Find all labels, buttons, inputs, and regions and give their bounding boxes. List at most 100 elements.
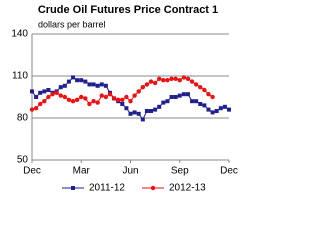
point [50,92,55,97]
point [107,92,113,97]
point [227,107,231,112]
point [71,75,76,80]
legend-label: 2011-12 [89,183,125,194]
point [198,85,203,90]
point [58,85,63,90]
point [177,93,182,98]
point [38,90,43,95]
point [91,99,96,104]
point [181,92,186,97]
x-tick-label: Dec [220,166,238,177]
point [79,94,84,100]
point [42,89,47,94]
point [144,109,149,113]
point [177,78,182,83]
point [115,97,121,103]
point [181,75,187,80]
point [169,76,174,82]
x-tick-label: Jun [122,166,138,177]
point [157,76,162,82]
point [42,99,47,104]
point [149,109,154,113]
y-axis-label: dollars per barrel [38,19,106,29]
x-tick-label: Mar [73,166,91,177]
point [148,79,154,84]
point [124,106,129,111]
point [218,106,223,111]
point [140,85,146,90]
point [30,89,34,94]
point [202,103,207,108]
point [103,83,108,88]
point [161,100,166,105]
x-tick-label: Sep [171,166,189,177]
point [120,102,125,106]
point [66,79,71,84]
point [99,93,104,98]
legend-marker [150,185,156,191]
point [185,76,191,82]
point [34,95,39,99]
point [206,92,211,97]
point [152,80,158,86]
point [83,96,88,101]
point [83,79,88,84]
point [198,102,203,106]
point [58,93,63,98]
point [128,111,133,116]
point [214,109,219,113]
point [185,92,190,97]
point [190,99,195,104]
point [95,100,100,105]
y-tick-label: 110 [12,71,28,82]
point [79,78,84,83]
point [95,83,100,88]
point [87,101,92,107]
point [136,89,141,94]
point [128,99,133,104]
point [202,87,207,93]
point [46,94,51,100]
y-tick-label: 140 [11,29,28,40]
point [124,94,129,100]
legend-label: 2012-13 [169,183,206,194]
point [140,117,145,122]
point [157,104,162,109]
chart-title: Crude Oil Futures Price Contract 1 [38,4,218,16]
point [66,97,72,103]
point [111,96,117,101]
point [169,95,174,99]
point [165,99,170,104]
point [210,94,215,100]
point [136,111,141,116]
point [120,97,125,103]
x-tick-label: Dec [23,166,41,177]
point [70,99,76,104]
point [161,78,166,83]
point [153,107,158,112]
point [33,106,39,111]
point [74,97,80,103]
point [222,104,227,109]
chart: Crude Oil Futures Price Contract 1 dolla… [11,4,238,194]
page: {"chart_data": {"type": "line", "title":… [11,3,238,194]
point [193,82,199,87]
point [87,82,92,87]
point [38,101,43,107]
point [189,79,195,84]
y-tick-label: 80 [17,113,29,124]
point [99,82,104,87]
point [29,107,35,112]
y-tick-label: 50 [17,155,29,166]
point [144,82,150,87]
point [46,88,51,92]
point [91,82,96,87]
point [62,94,68,100]
point [132,110,137,115]
point [75,78,80,83]
point [210,110,215,115]
point [54,90,59,96]
point [194,99,199,104]
point [206,107,211,112]
legend-marker [71,186,75,190]
